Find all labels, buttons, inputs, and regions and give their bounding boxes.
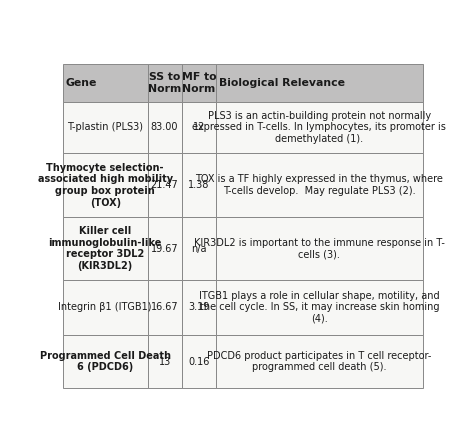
Bar (182, 280, 216, 335)
Text: PDCD6 product participates in T cell receptor-
programmed cell death (5).: PDCD6 product participates in T cell rec… (207, 351, 432, 372)
Text: SS to
Norm: SS to Norm (148, 72, 181, 94)
Bar (182, 335, 216, 388)
Bar (147, 217, 182, 280)
Text: ITGB1 plays a role in cellular shape, motility, and
the cell cycle. In SS, it ma: ITGB1 plays a role in cellular shape, mo… (199, 291, 440, 324)
Bar (63, 102, 147, 153)
Text: MF to
Norm: MF to Norm (182, 72, 216, 94)
Bar (182, 217, 216, 280)
Bar (182, 153, 216, 217)
Bar (216, 335, 423, 388)
Bar (147, 64, 182, 102)
Text: Killer cell
immunoglobulin-like
receptor 3DL2
(KIR3DL2): Killer cell immunoglobulin-like receptor… (48, 226, 162, 271)
Bar (63, 335, 147, 388)
Text: 19.67: 19.67 (151, 244, 178, 254)
Bar (63, 153, 147, 217)
Text: Programmed Cell Death
6 (PDCD6): Programmed Cell Death 6 (PDCD6) (40, 351, 171, 372)
Text: 16.67: 16.67 (151, 302, 178, 312)
Text: PLS3 is an actin-building protein not normally
expressed in T-cells. In lymphocy: PLS3 is an actin-building protein not no… (192, 111, 447, 144)
Text: KIR3DL2 is important to the immune response in T-
cells (3).: KIR3DL2 is important to the immune respo… (194, 238, 445, 259)
Bar (182, 64, 216, 102)
Bar (216, 280, 423, 335)
Text: Integrin β1 (ITGB1): Integrin β1 (ITGB1) (58, 302, 152, 312)
Text: Thymocyte selection-
associated high mobility
group box protein
(TOX): Thymocyte selection- associated high mob… (37, 163, 173, 208)
Text: Biological Relevance: Biological Relevance (219, 78, 345, 88)
Bar (182, 102, 216, 153)
Text: TOX is a TF highly expressed in the thymus, where
T-cells develop.  May regulate: TOX is a TF highly expressed in the thym… (195, 174, 443, 196)
Bar (147, 280, 182, 335)
Bar (147, 153, 182, 217)
Bar (147, 335, 182, 388)
Text: T-plastin (PLS3): T-plastin (PLS3) (67, 122, 143, 132)
Text: 0.16: 0.16 (188, 357, 210, 366)
Bar (216, 153, 423, 217)
Text: 1.38: 1.38 (188, 180, 210, 190)
Text: 3.19: 3.19 (188, 302, 210, 312)
Bar (216, 102, 423, 153)
Text: 12: 12 (192, 122, 205, 132)
Text: n/a: n/a (191, 244, 207, 254)
Bar (216, 217, 423, 280)
Bar (63, 64, 147, 102)
Text: 21.47: 21.47 (151, 180, 179, 190)
Bar (63, 217, 147, 280)
Bar (216, 64, 423, 102)
Text: 13: 13 (158, 357, 171, 366)
Bar (147, 102, 182, 153)
Bar (63, 280, 147, 335)
Text: Gene: Gene (66, 78, 97, 88)
Text: 83.00: 83.00 (151, 122, 178, 132)
